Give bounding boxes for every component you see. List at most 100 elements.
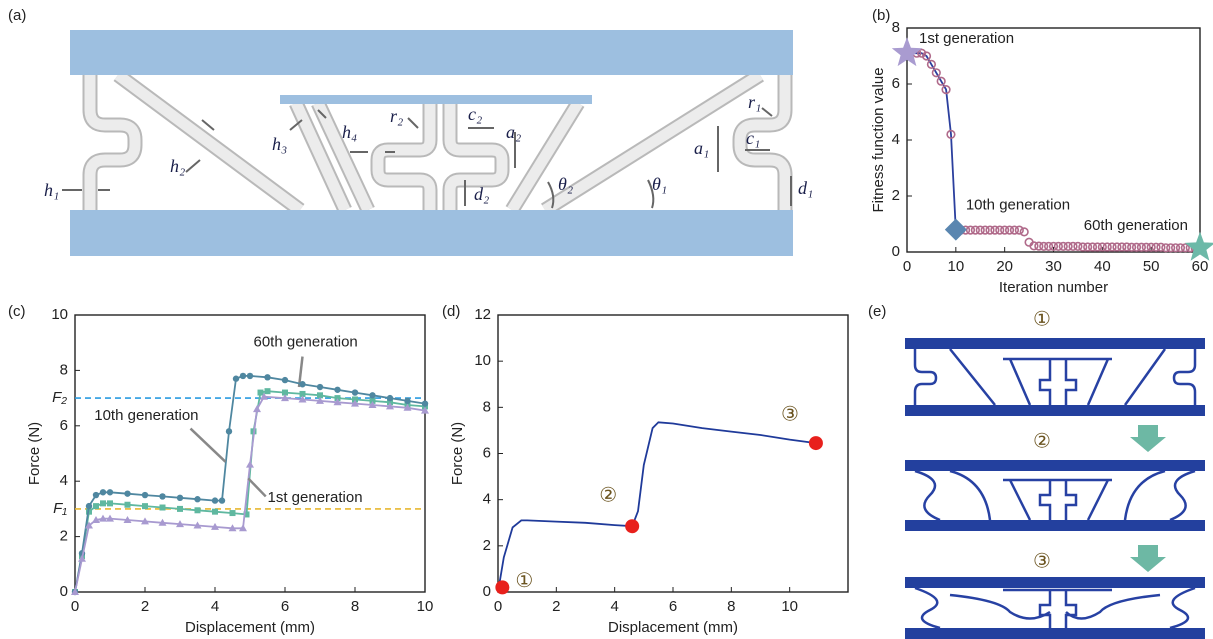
y-tick-label: 10 xyxy=(474,352,491,369)
dimension-label: a₂ xyxy=(506,122,521,142)
y-tick-label: 0 xyxy=(60,583,68,600)
dimension-label: h₄ xyxy=(342,122,357,142)
dimension-label: a₁ xyxy=(694,138,709,158)
state-point xyxy=(625,519,639,533)
dimension-label: d₂ xyxy=(474,184,489,204)
data-point xyxy=(317,384,323,390)
data-point xyxy=(93,503,99,509)
y-tick-label: 10 xyxy=(51,306,68,323)
dimension-label: c₁ xyxy=(746,128,760,148)
data-point xyxy=(1020,228,1028,236)
dimension-label: r₂ xyxy=(390,106,403,126)
data-point xyxy=(246,461,254,468)
state-label: ② xyxy=(1033,429,1051,453)
x-axis-label: Displacement (mm) xyxy=(608,619,738,636)
dimension-label: θ₂ xyxy=(558,174,573,194)
data-point xyxy=(369,392,375,398)
data-point xyxy=(125,502,131,508)
state-label: ③ xyxy=(1033,549,1051,573)
highlight-label: 60th generation xyxy=(1084,217,1188,234)
y-tick-label: 8 xyxy=(483,398,491,415)
data-point xyxy=(159,493,165,499)
y-tick-label: 4 xyxy=(892,131,900,148)
data-point xyxy=(124,490,130,496)
data-point xyxy=(194,496,200,502)
dimension-label: h₃ xyxy=(272,134,287,154)
reference-label: F₁ xyxy=(53,500,67,517)
highlight-label: 10th generation xyxy=(966,197,1070,214)
dimension-label: θ₁ xyxy=(652,174,667,194)
state-point xyxy=(809,436,823,450)
y-tick-label: 4 xyxy=(483,491,491,508)
data-point xyxy=(240,373,246,379)
data-point xyxy=(142,503,148,509)
x-tick-label: 10 xyxy=(417,598,434,615)
annotation-arrow xyxy=(248,478,266,496)
diagram-e: ① ② ③ xyxy=(905,307,1205,639)
data-point xyxy=(422,400,428,406)
data-point xyxy=(387,395,393,401)
x-axis-label: Displacement (mm) xyxy=(185,619,315,636)
x-tick-label: 0 xyxy=(71,598,79,615)
state-label: ② xyxy=(599,483,617,507)
data-point xyxy=(195,507,201,513)
data-point xyxy=(177,495,183,501)
data-point xyxy=(233,376,239,382)
figure: (a) (b) (c) (d) (e) xyxy=(0,0,1213,639)
middle-plate xyxy=(280,95,592,104)
x-tick-label: 40 xyxy=(1094,258,1111,275)
x-tick-label: 4 xyxy=(211,598,219,615)
data-point xyxy=(334,387,340,393)
y-tick-label: 2 xyxy=(483,537,491,554)
state-label: ③ xyxy=(781,402,799,426)
data-line xyxy=(498,422,816,592)
data-line xyxy=(912,53,956,229)
x-tick-label: 2 xyxy=(552,598,560,615)
x-axis-label: Iteration number xyxy=(999,279,1108,296)
data-point xyxy=(212,509,218,515)
reference-label: F₂ xyxy=(52,389,67,406)
top-plate xyxy=(70,30,793,75)
panel-label: (d) xyxy=(442,303,460,320)
dimension-label: r₁ xyxy=(748,92,761,112)
data-point xyxy=(945,219,967,241)
x-tick-label: 0 xyxy=(903,258,911,275)
x-tick-label: 6 xyxy=(281,598,289,615)
y-tick-label: 6 xyxy=(892,75,900,92)
x-tick-label: 2 xyxy=(141,598,149,615)
x-tick-label: 10 xyxy=(947,258,964,275)
data-point xyxy=(247,373,253,379)
data-point xyxy=(100,500,106,506)
x-tick-label: 10 xyxy=(781,598,798,615)
y-tick-label: 2 xyxy=(60,528,68,545)
x-tick-label: 6 xyxy=(669,598,677,615)
data-point xyxy=(212,497,218,503)
state-label: ① xyxy=(1033,307,1051,331)
y-axis-label: Fitness function value xyxy=(870,67,887,212)
y-tick-label: 2 xyxy=(892,187,900,204)
dimension-label: h₁ xyxy=(44,180,59,200)
data-point xyxy=(107,489,113,495)
panel-label: (b) xyxy=(872,7,890,24)
data-point xyxy=(107,500,113,506)
y-tick-label: 0 xyxy=(483,583,491,600)
y-tick-label: 8 xyxy=(60,361,68,378)
y-tick-label: 4 xyxy=(60,472,68,489)
data-point xyxy=(160,505,166,511)
data-point xyxy=(253,405,261,412)
panel-label: (e) xyxy=(868,303,886,320)
plot-frame xyxy=(498,315,848,592)
x-tick-label: 20 xyxy=(996,258,1013,275)
y-tick-label: 0 xyxy=(892,243,900,260)
data-point xyxy=(100,489,106,495)
data-point xyxy=(86,503,92,509)
y-tick-label: 8 xyxy=(892,19,900,36)
data-point xyxy=(265,388,271,394)
data-point xyxy=(1185,232,1213,261)
x-tick-label: 8 xyxy=(351,598,359,615)
data-point xyxy=(352,389,358,395)
panel-label: (a) xyxy=(8,7,26,24)
dimension-label: d₁ xyxy=(798,178,813,198)
data-point xyxy=(177,506,183,512)
y-axis-label: Force (N) xyxy=(449,422,466,485)
